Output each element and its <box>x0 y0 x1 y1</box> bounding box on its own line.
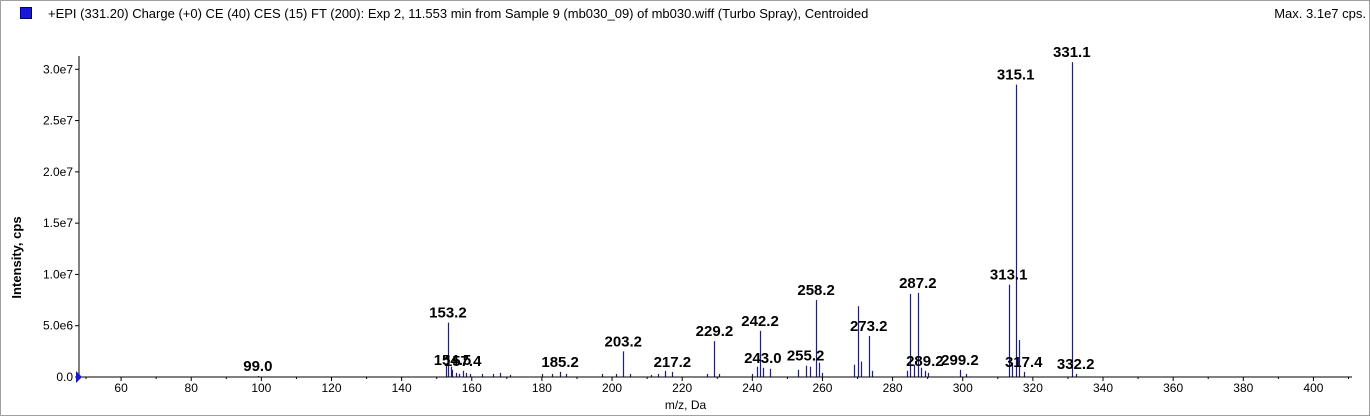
x-tick-label: 360 <box>1163 381 1183 395</box>
peak-bars <box>257 62 1078 377</box>
y-axis-ticks: 0.0 5.0e6 1.0e7 1.5e7 2.0e7 2.5e7 3.0e7 <box>43 62 79 384</box>
peak-label: 287.2 <box>899 275 937 292</box>
max-intensity-label: Max. 3.1e7 cps. <box>1274 6 1366 21</box>
x-tick-label: 220 <box>672 381 692 395</box>
series-legend-marker[interactable] <box>20 7 32 19</box>
peak-label: 153.2 <box>429 305 467 322</box>
x-tick-label: 340 <box>1093 381 1113 395</box>
peak-label: 243.0 <box>744 350 782 367</box>
peak-label: 331.1 <box>1053 44 1091 61</box>
x-axis-title: m/z, Da <box>665 398 707 412</box>
y-tick-label: 1.0e7 <box>43 267 73 281</box>
peak-label: 317.4 <box>1005 354 1043 371</box>
y-tick-label: 1.5e7 <box>43 216 73 230</box>
peak-label: 242.2 <box>741 313 779 330</box>
peak-label: 313.1 <box>990 267 1028 284</box>
peak-label: 217.2 <box>654 354 692 371</box>
x-tick-label: 180 <box>532 381 552 395</box>
x-tick-label: 380 <box>1233 381 1253 395</box>
y-tick-label: 2.5e7 <box>43 114 73 128</box>
y-axis-title: Intensity, cps <box>9 216 24 298</box>
peak-label: 273.2 <box>850 318 888 335</box>
x-tick-label: 100 <box>251 381 271 395</box>
x-tick-label: 200 <box>602 381 622 395</box>
peak-label: 255.2 <box>787 348 825 365</box>
x-tick-label: 320 <box>1023 381 1043 395</box>
x-tick-label: 280 <box>883 381 903 395</box>
x-tick-label: 120 <box>321 381 341 395</box>
x-tick-label: 160 <box>462 381 482 395</box>
y-tick-label: 3.0e7 <box>43 62 73 76</box>
peak-label: 154.5 <box>434 352 472 369</box>
peak-label: 332.2 <box>1057 356 1095 373</box>
peak-label: 157.4 <box>444 353 482 370</box>
y-tick-label: 0.0 <box>56 370 73 384</box>
x-tick-label: 60 <box>114 381 128 395</box>
peak-label: 185.2 <box>541 354 579 371</box>
spectrum-title: +EPI (331.20) Charge (+0) CE (40) CES (1… <box>48 6 869 21</box>
x-tick-label: 260 <box>812 381 832 395</box>
peak-label: 289.2 <box>906 353 944 370</box>
x-tick-label: 300 <box>953 381 973 395</box>
peak-label: 299.2 <box>941 352 979 369</box>
peak-label: 203.2 <box>604 333 642 350</box>
x-axis-ticks: 60 80 100 120 140 160 180 200 220 240 260 280 300 320… <box>85 377 1349 395</box>
x-tick-label: 240 <box>742 381 762 395</box>
peak-label: 258.2 <box>797 282 835 299</box>
x-tick-label: 140 <box>392 381 412 395</box>
y-tick-label: 2.0e7 <box>43 165 73 179</box>
x-tick-label: 80 <box>185 381 199 395</box>
x-tick-label: 400 <box>1303 381 1323 395</box>
peak-label: 315.1 <box>997 67 1035 84</box>
y-tick-label: 5.0e6 <box>43 319 73 333</box>
peak-label: 229.2 <box>696 323 734 340</box>
peak-label: 99.0 <box>243 358 272 375</box>
scroll-marker-icon[interactable] <box>76 371 82 383</box>
